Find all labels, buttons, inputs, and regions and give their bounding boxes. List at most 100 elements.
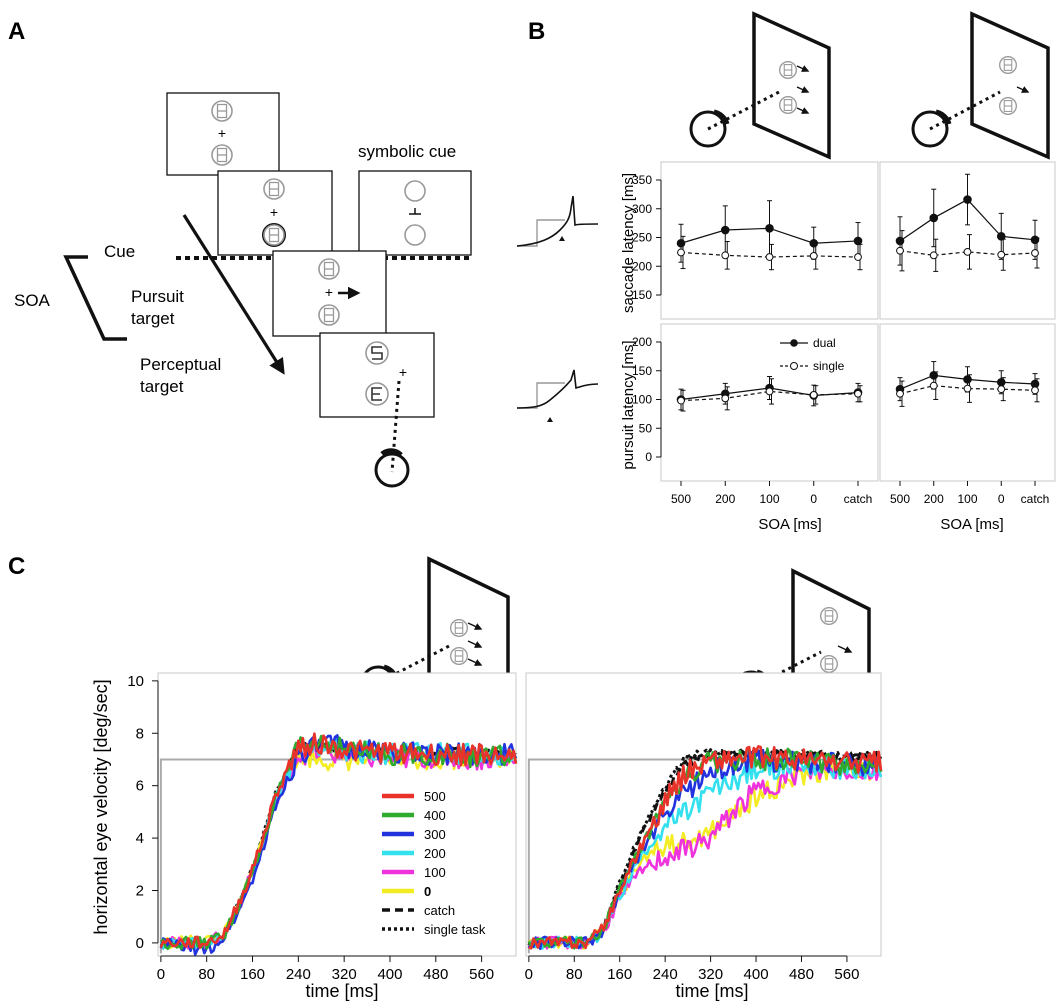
legend-dual-marker: [790, 339, 798, 347]
x-tick-label: 200: [715, 492, 735, 506]
y-tick-label: 200: [632, 335, 652, 349]
data-point-dual: [963, 195, 972, 204]
legend-label-0: 0: [424, 884, 431, 899]
saccade-latency-chart-left: 150 200 250 300 350: [632, 161, 879, 320]
series-line-single: [680, 251, 859, 258]
x-tick-label: 240: [653, 966, 678, 983]
onset-marker-icon: [547, 417, 553, 422]
onset-marker-icon: [559, 236, 565, 241]
motion-arrow-icon: [467, 658, 483, 666]
legend-label-catch: catch: [424, 903, 455, 918]
data-point-dual: [929, 371, 939, 380]
fixation-cross-icon: +: [218, 125, 226, 141]
x-tick-label: 0: [157, 966, 165, 983]
x-tick-label: 240: [286, 966, 311, 983]
x-tick-label: 480: [423, 966, 448, 983]
gaze-line: [750, 650, 822, 690]
data-point-dual: [895, 236, 905, 246]
y-tick-label: 200: [632, 259, 652, 273]
velocity-trace-500: [159, 732, 518, 950]
data-point-dual: [996, 377, 1006, 387]
digit-e-icon: [371, 387, 382, 401]
y-tick-label: 250: [632, 231, 652, 245]
gaze-line: [929, 90, 1001, 131]
cue-label: Cue: [104, 242, 135, 261]
screen-icon: [970, 11, 1050, 160]
time-arrow: [182, 214, 285, 375]
fixation-cross-icon: +: [270, 204, 278, 220]
data-point-single: [1031, 386, 1039, 395]
pursuit-target-label-2: target: [131, 309, 175, 328]
soa-axis-label-right: SOA [ms]: [940, 516, 1003, 533]
data-point-single: [809, 252, 818, 260]
y-tick-label: 350: [632, 173, 652, 187]
fixation-cross-icon: +: [325, 284, 333, 300]
legend-label-100: 100: [424, 865, 446, 880]
data-point-single: [896, 389, 904, 398]
eye-icon: [689, 110, 727, 148]
data-point-single: [721, 251, 730, 260]
y-tick-label: 50: [639, 421, 653, 435]
data-point-single: [677, 396, 685, 405]
data-point-single: [929, 381, 938, 390]
series-line-single: [899, 250, 1036, 256]
data-point-dual: [720, 225, 730, 235]
x-tick-label: 560: [469, 966, 494, 983]
data-point-single: [809, 391, 818, 399]
saccade-latency-chart-right: [879, 161, 1056, 320]
motion-arrow-icon: [467, 640, 483, 648]
data-point-dual: [963, 375, 972, 384]
x-tick-label: 160: [240, 966, 265, 983]
legend-single-marker: [790, 362, 798, 370]
digit-5-icon: [371, 346, 383, 360]
x-tick-label: 320: [698, 966, 723, 983]
placeholder-circle-icon: [404, 180, 426, 202]
y-tick-label: 100: [632, 393, 652, 407]
data-point-dual: [929, 213, 939, 223]
placeholder-circle-icon: [404, 224, 426, 246]
pursuit-latency-chart-left: 0 50 100 150 200 500 200 100 0 catch: [632, 323, 879, 506]
eye-icon: [713, 109, 730, 125]
x-tick-label: 80: [566, 966, 583, 983]
data-point-single: [1031, 249, 1039, 257]
motion-arrow-icon: [796, 107, 810, 114]
y-tick-label: 150: [632, 288, 652, 302]
eye-icon: [911, 110, 949, 148]
perceptual-target-label-2: target: [140, 377, 184, 396]
series-line-single: [680, 390, 859, 402]
x-tick-label: 560: [834, 966, 859, 983]
eye-icon: [380, 448, 403, 457]
panel-c-legend: 500 400 300 200 100 0 catch single task: [382, 789, 486, 937]
data-point-dual: [1030, 235, 1040, 245]
motion-arrow-icon: [837, 645, 853, 653]
legend-label-single-task: single task: [424, 922, 486, 937]
series-line-single: [899, 385, 1036, 395]
screen-icon: [752, 11, 831, 160]
plot-frame: [525, 672, 882, 957]
legend-dual-label: dual: [813, 336, 836, 350]
y-tick-label: 300: [632, 202, 652, 216]
data-point-single: [677, 248, 685, 257]
data-point-dual: [809, 238, 819, 248]
data-point-single: [854, 253, 862, 261]
y-tick-label: 6: [136, 778, 144, 795]
x-tick-label: 200: [924, 492, 944, 506]
soa-bracket: [63, 255, 127, 341]
saccade-latency-axis-label: saccade latency [ms]: [620, 173, 637, 313]
data-point-single: [765, 387, 774, 396]
pursuit-latency-axis-label: pursuit latency [ms]: [620, 340, 637, 469]
data-point-single: [896, 246, 904, 255]
x-tick-label: catch: [844, 492, 873, 506]
target-step-icon: [517, 219, 565, 247]
legend-label-300: 300: [424, 827, 446, 842]
velocity-trace-500: [528, 745, 883, 950]
x-tick-label: 0: [810, 492, 817, 506]
data-point-single: [997, 385, 1006, 394]
velocity-trace-single-task: [527, 748, 883, 947]
x-tick-label: 100: [957, 492, 977, 506]
x-tick-label: 320: [332, 966, 357, 983]
x-tick-label: 100: [759, 492, 779, 506]
symbolic-cue-label: symbolic cue: [358, 142, 456, 161]
